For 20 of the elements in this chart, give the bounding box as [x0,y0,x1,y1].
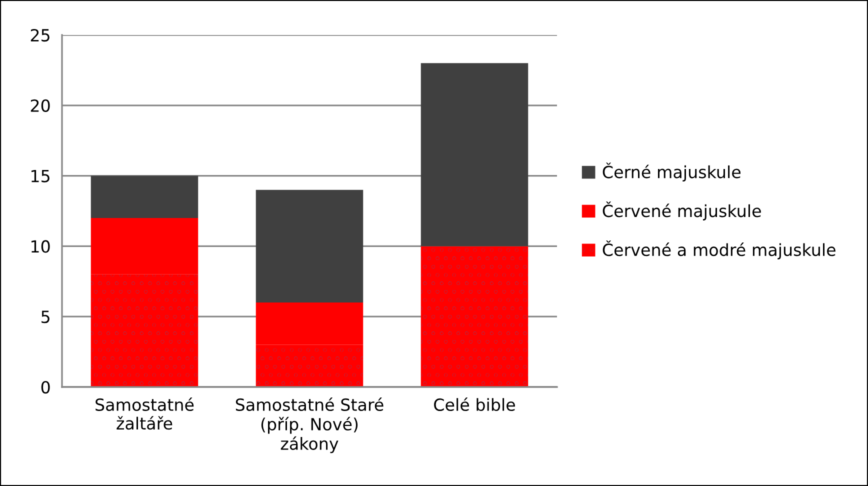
bar [420,246,528,387]
bar [256,344,364,387]
y-tick-label: 5 [42,310,50,324]
bar [420,63,528,246]
bar [90,218,198,274]
x-tick-label: Samostatné žaltáře [96,397,194,430]
bar [90,176,198,218]
y-tick-label: 15 [32,170,50,182]
y-tick-label: 10 [32,240,50,253]
legend-label: Červené a modré majuskule [602,240,836,260]
legend-label: Černé majuskule [602,162,740,182]
x-tick-label: Samostatné Staré (příp. Nové) zákony [236,397,384,454]
legend-label: Červené majuskule [602,202,761,220]
y-tick-label: 25 [30,28,50,42]
y-tick-label: 20 [30,99,50,112]
y-tick-label: 0 [41,380,50,394]
bar [256,302,364,345]
x-tick-label: Celé bible [434,397,515,412]
bar [256,190,364,303]
bar [90,274,198,387]
